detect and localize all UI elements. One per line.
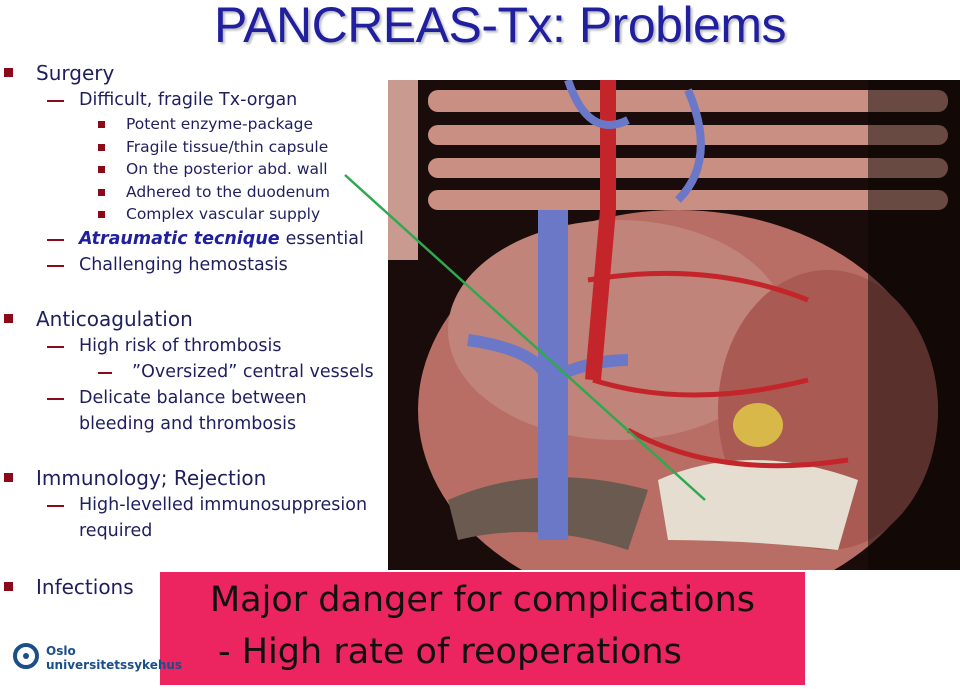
bullet-item: Challenging hemostasis: [0, 252, 379, 278]
callout-line: Major danger for complications: [209, 580, 756, 620]
callout-box: Major danger for complications - High ra…: [160, 572, 805, 685]
sub-bullet: On the posterior abd. wall: [0, 158, 392, 181]
heading: Infections: [0, 573, 392, 601]
logo-text: Oslo: [46, 644, 76, 658]
sub-bullet: Complex vascular supply: [0, 203, 392, 226]
bullet-item: High risk of thrombosis: [0, 333, 379, 359]
emphasis: Atraumatic tecnique: [79, 228, 280, 249]
bullet-item: High-levelled immunosuppresion required: [0, 492, 379, 544]
bullet-item: Difficult, fragile Tx-organ: [0, 87, 379, 113]
sub-bullet: Adhered to the duodenum: [0, 181, 392, 204]
sub-bullet: Fragile tissue/thin capsule: [0, 136, 392, 159]
sub-bullet: ”Oversized” central vessels: [0, 359, 392, 385]
heading: Immunology; Rejection: [0, 464, 392, 492]
slide-title: PANCREAS-Tx: Problems: [213, 0, 787, 53]
heading: Anticoagulation: [0, 305, 392, 333]
bullet-item: Atraumatic tecnique essential: [0, 226, 379, 252]
section: Immunology; Rejection High-levelled immun…: [0, 464, 392, 544]
section: Anticoagulation High risk of thrombosis ”O…: [0, 305, 392, 437]
heading: Surgery: [0, 59, 392, 87]
bullet-text: essential: [285, 228, 364, 249]
bullet-item: Delicate balance between bleeding and th…: [0, 385, 379, 437]
sub-bullet: Potent enzyme-package: [0, 113, 392, 136]
anatomy-image: [388, 80, 960, 570]
section: Surgery Difficult, fragile Tx-organ Potent…: [0, 59, 392, 278]
section: Infections: [0, 573, 392, 601]
callout-line: - High rate of reoperations: [218, 632, 682, 672]
logo-mark: [13, 643, 39, 669]
logo-text: universitetssykehus: [46, 658, 183, 672]
